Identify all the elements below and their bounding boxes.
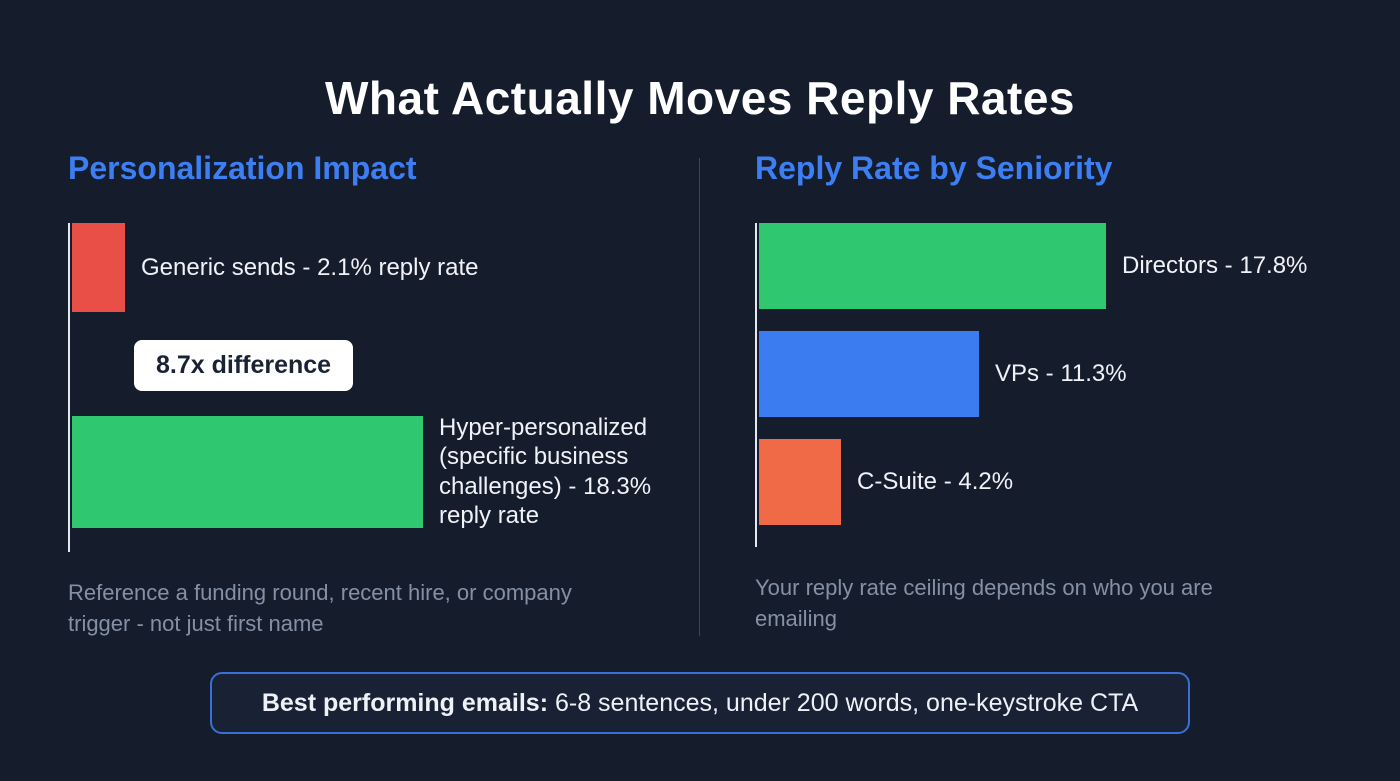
bar-c-suite xyxy=(759,439,841,525)
personalization-panel: Personalization Impact Generic sends - 2… xyxy=(68,150,678,640)
chart-row: Hyper-personalized (specific business ch… xyxy=(72,413,678,530)
footer-callout: Best performing emails: 6-8 sentences, u… xyxy=(210,672,1190,734)
personalization-caption: Reference a funding round, recent hire, … xyxy=(68,580,572,636)
personalization-heading: Personalization Impact xyxy=(68,150,417,186)
badge-row: 8.7x difference xyxy=(134,340,678,391)
seniority-heading: Reply Rate by Seniority xyxy=(755,150,1113,186)
bar-label-c-suite: C-Suite - 4.2% xyxy=(857,468,1014,496)
panel-divider xyxy=(699,158,700,636)
chart-row: Generic sends - 2.1% reply rate xyxy=(72,223,678,312)
bar-label-vps: VPs - 11.3% xyxy=(995,360,1127,388)
chart-row: VPs - 11.3% xyxy=(759,331,1355,417)
bar-generic-sends xyxy=(72,223,125,312)
bar-label-generic-sends: Generic sends - 2.1% reply rate xyxy=(141,253,479,281)
seniority-panel: Reply Rate by Seniority Directors - 17.8… xyxy=(755,150,1355,635)
bar-hyper-personalized xyxy=(72,415,423,528)
footer-callout-text: 6-8 sentences, under 200 words, one-keys… xyxy=(548,688,1139,717)
bar-directors xyxy=(759,223,1106,309)
seniority-chart: Directors - 17.8% VPs - 11.3% C-Suite - … xyxy=(755,223,1355,547)
seniority-caption: Your reply rate ceiling depends on who y… xyxy=(755,575,1213,631)
footer-callout-bold: Best performing emails: xyxy=(261,688,549,717)
bar-label-directors: Directors - 17.8% xyxy=(1122,252,1308,280)
bar-vps xyxy=(759,331,979,417)
chart-row: C-Suite - 4.2% xyxy=(759,439,1355,525)
chart-row: Directors - 17.8% xyxy=(759,223,1355,309)
bar-label-hyper-personalized: Hyper-personalized (specific business ch… xyxy=(439,414,652,529)
personalization-chart: Generic sends - 2.1% reply rate 8.7x dif… xyxy=(68,223,678,553)
page-title: What Actually Moves Reply Rates xyxy=(325,71,1075,124)
difference-badge: 8.7x difference xyxy=(134,340,354,391)
